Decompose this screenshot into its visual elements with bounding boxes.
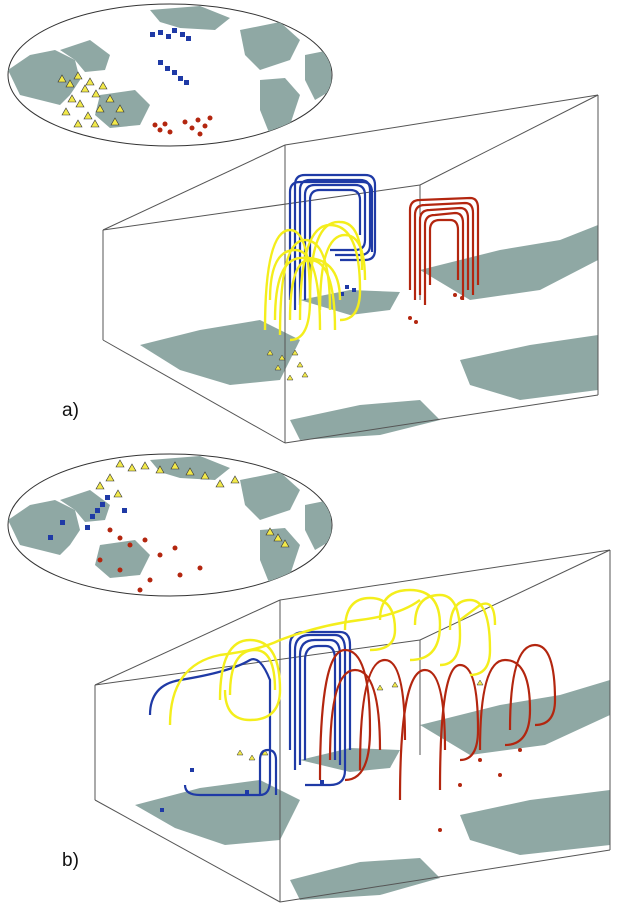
land-masses-a: [8, 6, 332, 135]
blue-markers-a: [150, 28, 191, 85]
yellow-trajectories-b: [168, 588, 497, 726]
blue-trajectories-a: [288, 173, 377, 310]
yellow-markers-b: [95, 459, 290, 548]
panel-b: b): [0, 450, 626, 908]
panel-label-b: b): [62, 850, 79, 871]
3d-box-a: [102, 94, 599, 444]
figure-b: [7, 453, 611, 903]
yellow-markers-a: [57, 71, 125, 128]
red-trajectories-a: [408, 196, 480, 305]
box-edges-b: [94, 549, 611, 903]
globe-map-a: [7, 3, 333, 147]
land-masses-b: [8, 456, 332, 585]
panel-label-a: a): [62, 400, 79, 421]
globe-map-b: [7, 453, 333, 597]
box-edges-a: [102, 94, 599, 444]
3d-box-b: [94, 549, 611, 903]
yellow-trajectories-a: [263, 220, 367, 342]
land-masses-floor-a: [140, 225, 598, 440]
blue-markers-b: [48, 495, 127, 540]
floor-markers-b: [160, 679, 522, 832]
land-masses-floor-b: [135, 680, 610, 900]
figure-a: [7, 3, 599, 444]
red-markers-a: [152, 115, 213, 137]
blue-trajectories-b: [148, 630, 352, 797]
floor-markers-a: [266, 285, 464, 381]
red-trajectories-b: [318, 643, 557, 801]
panel-a: a): [0, 0, 626, 450]
red-markers-b: [97, 527, 203, 593]
